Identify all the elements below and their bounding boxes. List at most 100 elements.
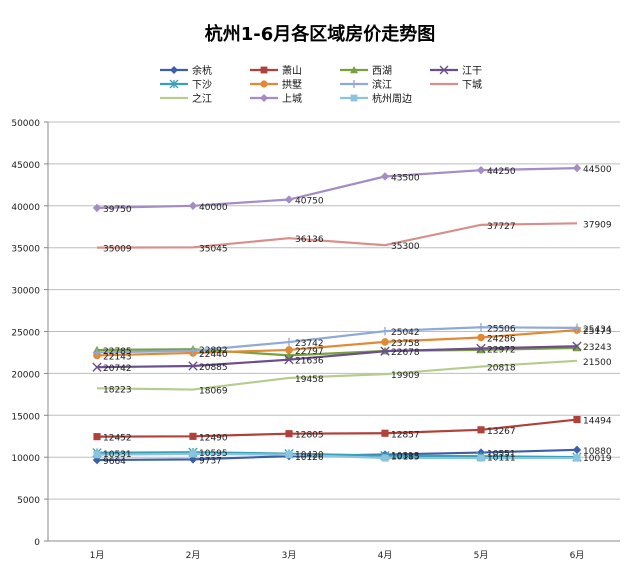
data-label: 25042: [391, 328, 420, 338]
point-marker: [284, 354, 294, 365]
series-layer: [92, 163, 582, 465]
data-label: 35300: [391, 242, 420, 252]
chart-title: 杭州1-6月各区域房价走势图: [205, 23, 436, 45]
legend-item: 拱墅: [250, 78, 302, 91]
data-label: 19909: [391, 371, 420, 381]
y-tick-label: 5000: [17, 496, 40, 506]
point-marker: [284, 195, 294, 204]
data-label: 10420: [295, 451, 324, 461]
data-label: 10313: [391, 452, 420, 462]
legend-label: 萧山: [282, 65, 302, 77]
data-label: 39750: [103, 205, 132, 215]
data-label: 14494: [583, 417, 612, 427]
legend-label: 下城: [462, 79, 482, 91]
point-marker: [350, 94, 358, 102]
point-marker: [92, 203, 102, 213]
y-tick-label: 15000: [11, 412, 40, 422]
data-label: 25173: [583, 327, 612, 337]
point-marker: [188, 361, 198, 371]
point-marker: [381, 429, 389, 437]
data-label: 9664: [103, 457, 126, 467]
data-label: 22785: [103, 347, 132, 357]
point-marker: [260, 66, 268, 74]
data-label: 13267: [487, 427, 516, 437]
y-tick-label: 45000: [11, 161, 40, 171]
point-marker: [189, 432, 197, 440]
x-tick-label: 5月: [474, 550, 489, 561]
x-tick-label: 3月: [282, 550, 297, 561]
point-marker: [573, 454, 581, 462]
legend-label: 杭州周边: [372, 92, 412, 105]
point-marker: [169, 79, 179, 89]
data-label: 23742: [295, 339, 324, 349]
point-marker: [188, 201, 198, 210]
series-line: [96, 345, 578, 369]
series-1: [93, 415, 581, 441]
point-marker: [350, 80, 358, 88]
x-tick-label: 6月: [570, 550, 585, 561]
data-label: 20742: [103, 364, 132, 374]
legend-label: 下沙: [192, 79, 212, 91]
y-tick-label: 10000: [11, 454, 40, 464]
data-label: 22678: [391, 348, 420, 358]
data-label: 21636: [295, 357, 324, 367]
point-marker: [92, 362, 102, 372]
series-line: [96, 346, 578, 357]
y-tick-label: 50000: [11, 119, 40, 129]
y-tick-label: 35000: [11, 245, 40, 255]
data-label: 25434: [583, 325, 612, 335]
data-label: 10111: [487, 453, 516, 463]
data-label: 23758: [391, 339, 420, 349]
y-tick-label: 30000: [11, 287, 40, 297]
legend-item: 西湖: [340, 65, 392, 77]
point-marker: [285, 346, 293, 354]
point-marker: [380, 172, 390, 181]
series-9: [92, 163, 582, 213]
series-line: [96, 418, 578, 438]
series-8: [96, 359, 578, 391]
data-label: 9737: [199, 456, 222, 466]
x-tick-label: 2月: [186, 550, 201, 561]
series-line: [96, 166, 578, 209]
point-marker: [572, 445, 582, 455]
legend-item: 之江: [160, 92, 212, 105]
data-label: 22892: [199, 346, 228, 356]
series-6: [92, 323, 582, 357]
point-marker: [439, 65, 449, 75]
data-label: 22797: [295, 347, 324, 357]
point-marker: [476, 165, 486, 175]
point-marker: [381, 454, 389, 462]
legend-item: 上城: [250, 93, 302, 105]
point-marker: [572, 341, 582, 351]
x-tick-label: 1月: [90, 550, 105, 561]
series-line: [96, 451, 578, 459]
legend-item: 江干: [430, 65, 482, 77]
point-marker: [92, 348, 102, 357]
data-label: 22972: [487, 345, 516, 355]
data-label: 10185: [391, 453, 420, 463]
point-marker: [476, 343, 486, 354]
point-marker: [573, 415, 581, 424]
point-marker: [380, 346, 390, 356]
legend-label: 拱墅: [282, 78, 302, 91]
data-label: 22440: [199, 350, 228, 360]
y-tick-label: 40000: [11, 203, 40, 213]
point-marker: [93, 451, 101, 459]
point-marker: [477, 454, 485, 462]
point-marker: [572, 163, 582, 173]
legend-item: 萧山: [250, 65, 302, 77]
series-line: [96, 222, 578, 249]
data-label: 22143: [103, 352, 132, 362]
legend-label: 上城: [282, 93, 302, 105]
data-label: 20818: [487, 364, 516, 374]
data-label: 12805: [295, 431, 324, 441]
data-label: 40000: [199, 203, 228, 213]
data-labels-layer: 9664 9737 10126 10313 10551 10880 12452 12490 12…: [103, 165, 612, 467]
y-tick-label: 20000: [11, 370, 40, 380]
point-marker: [380, 326, 390, 336]
data-label: 10126: [295, 453, 324, 463]
data-label: 37909: [583, 220, 612, 230]
gridlines: [48, 121, 620, 542]
data-label: 10880: [583, 447, 612, 457]
